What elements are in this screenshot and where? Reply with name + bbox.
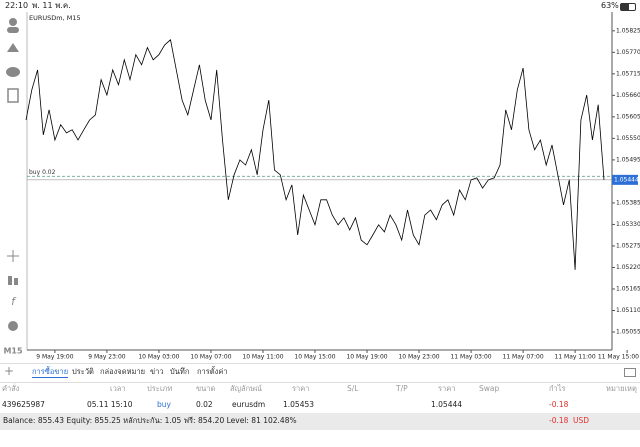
column-header: Swap [479,384,500,393]
x-tick-label: 10 May 07:00 [190,354,231,361]
tab[interactable]: บันทึก [170,367,190,376]
y-tick-label: 1.05385 [616,199,640,206]
column-header: T/P [396,384,408,393]
y-tick-label: 1.05770 [616,49,640,56]
column-header: ประเภท [147,384,173,393]
tab[interactable]: การตั้งค่า [197,367,228,376]
last-price-box [612,174,638,185]
price-line [25,39,605,270]
cell-volume: 0.02 [196,400,213,409]
column-header: เวลา [110,384,126,393]
column-header: ราคา [292,384,310,393]
column-header: S/L [347,384,359,393]
x-tick-label: 10 May 23:00 [398,354,439,361]
status-battery: 63% [601,1,619,10]
x-tick-label: 11 May 15:00 [598,354,639,361]
y-tick-label: 1.05550 [616,135,640,142]
x-tick-label: 10 May 03:00 [138,354,179,361]
candle-icon[interactable] [8,276,12,285]
column-header: กำไร [549,384,566,393]
footer-profit: -0.18 [549,416,569,425]
indicator-icon[interactable]: f [11,295,17,308]
column-header: หมายเหตุ [606,384,637,393]
x-tick-label: 11 May 11:00 [555,354,596,361]
y-tick-label: 1.05165 [616,285,640,292]
status-time: 22:10 [5,1,29,10]
y-tick-label: 1.05330 [616,221,640,228]
cell-order: 439625987 [2,400,45,409]
column-header: คำสั่ง [2,384,20,393]
x-tick-label: 10 May 15:00 [294,354,335,361]
chat-icon[interactable] [6,67,20,77]
y-tick-label: 1.05715 [616,70,640,77]
status-date: พ. 11 พ.ค. [32,1,71,10]
battery-icon [620,3,636,11]
chart-title: EURUSDm, M15 [29,14,81,22]
y-tick-label: 1.05495 [616,156,640,163]
x-tick-label: 9 May 23:00 [88,354,126,361]
account-icon-body [7,27,19,33]
y-tick-label: 1.05275 [616,242,640,249]
cell-current-price: 1.05444 [431,400,463,409]
doc-icon[interactable] [7,88,19,103]
y-tick-label: 1.05110 [616,307,640,314]
y-tick-label: 1.05660 [616,92,640,99]
layout-button[interactable] [624,368,636,377]
tab[interactable]: ประวัติ [72,367,94,376]
trade-icon[interactable] [7,43,19,52]
account-icon[interactable] [9,18,17,26]
x-tick-label: 11 May 07:00 [503,354,544,361]
x-tick-label: 9 May 19:00 [36,354,74,361]
cell-profit: -0.18 [549,400,569,409]
candle-icon[interactable] [14,278,18,285]
add-button[interactable]: + [4,364,15,378]
y-tick-label: 1.05220 [616,264,640,271]
y-tick-label: 1.05605 [616,113,640,120]
sidebar: f [6,18,20,331]
crosshair-icon[interactable] [7,250,19,262]
footer-summary: Balance: 855.43 Equity: 855.25 หลักประกั… [3,416,297,425]
x-tick-label: 10 May 11:00 [242,354,283,361]
tab[interactable]: ข่าว [150,367,164,376]
y-tick-label: 1.05825 [616,27,640,34]
cell-open-price: 1.05453 [283,400,315,409]
column-header: ขนาด [196,384,216,393]
cell-type: buy [157,400,171,409]
position-label: buy 0.02 [29,169,56,176]
tab[interactable]: กล่องจดหมาย [100,367,146,376]
column-header: สัญลักษณ์ [230,384,263,393]
footer-bg [0,413,640,430]
cell-symbol: eurusdm [232,400,266,409]
objects-icon[interactable] [8,321,18,331]
timeframe-label[interactable]: M15 [3,347,23,356]
chart: f M15 EURUSDm, M15 1.05825 1.05770 1.05715… [3,12,640,361]
y-tick-label: 1.05055 [616,329,640,336]
tab-bar: + [0,363,640,383]
tab[interactable]: การซื้อขาย [32,367,69,378]
column-header: ราคา [438,384,456,393]
cell-time: 05.11 15:10 [87,400,133,409]
x-tick-label: 10 May 19:00 [346,354,387,361]
last-price-label: 1.05444 [614,176,639,183]
x-tick-label: 11 May 03:00 [450,354,491,361]
footer-currency: USD [573,416,590,425]
